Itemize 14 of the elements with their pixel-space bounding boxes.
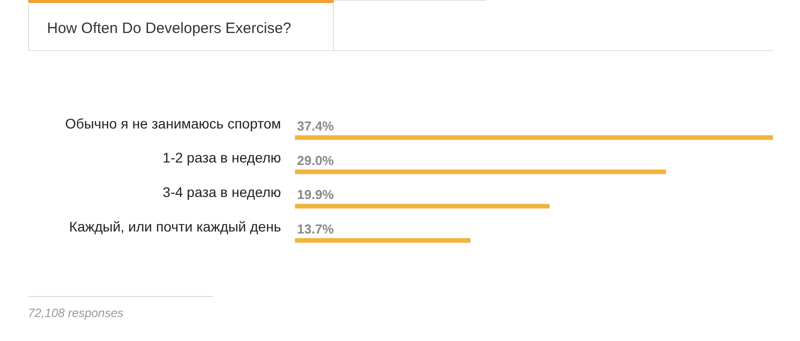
data-label: 29.0% [297, 152, 334, 168]
bar [295, 135, 773, 140]
text: 72,108 responses [28, 306, 124, 320]
data-label: 37.4% [297, 118, 334, 134]
bar [295, 204, 550, 208]
data-label: 13.7% [297, 221, 334, 236]
data-label: 19.9% [297, 187, 334, 202]
y-tick-label: Обычно я не занимаюсь спортом [65, 115, 281, 132]
bar [295, 238, 470, 243]
y-tick-label: 3-4 раза в неделю [162, 184, 281, 200]
bar [295, 170, 666, 174]
y-tick-label: 1-2 раза в неделю [162, 150, 281, 166]
text: How Often Do Developers Exercise? [28, 0, 334, 50]
y-tick-label: Каждый, или почти каждый день [69, 218, 281, 234]
